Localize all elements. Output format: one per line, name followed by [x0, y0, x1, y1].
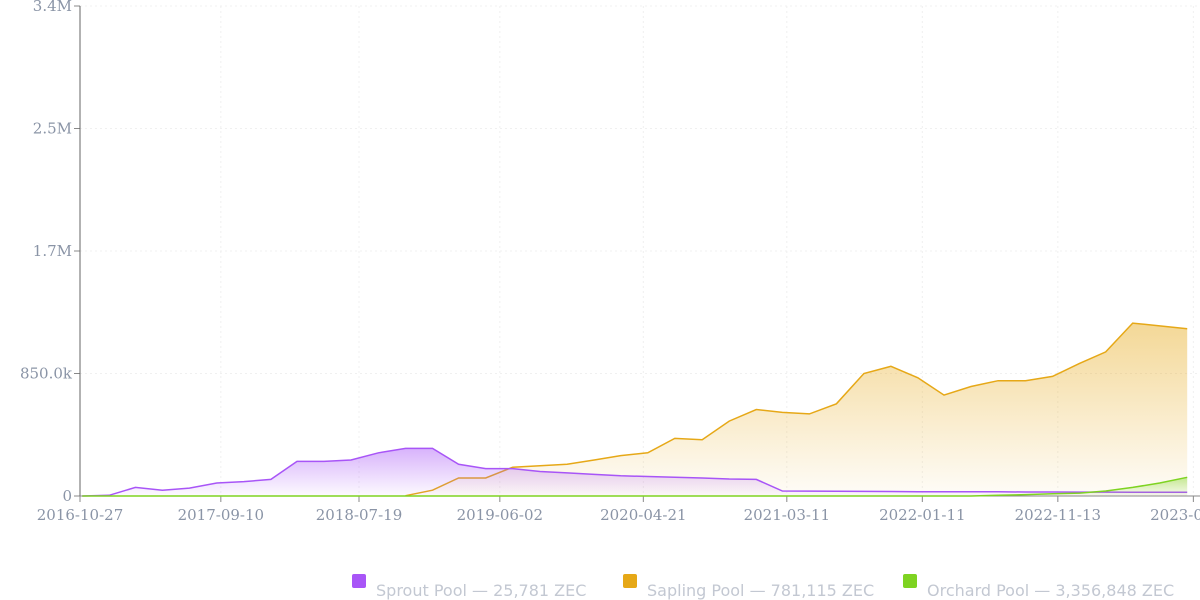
- series-line: [82, 447, 1188, 497]
- x-tick-label: 2023-09-15: [1150, 506, 1200, 524]
- y-tick-label: 0: [62, 487, 72, 505]
- legend-label: Sapling Pool — 781,115 ZEC: [647, 581, 874, 600]
- x-tick-label: 2017-09-10: [178, 506, 264, 524]
- x-tick-label: 2021-03-11: [744, 506, 830, 524]
- x-tick-label: 2019-06-02: [457, 506, 543, 524]
- x-tick-label: 2016-10-27: [37, 506, 123, 524]
- legend-label: Orchard Pool — 3,356,848 ZEC: [927, 581, 1174, 600]
- series-line: [405, 322, 1188, 497]
- y-tick-label: 2.5M: [33, 120, 72, 138]
- legend-swatch: [352, 574, 366, 588]
- x-tick-label: 2020-04-21: [600, 506, 686, 524]
- area-fill: [405, 323, 1188, 496]
- x-tick-label: 2022-01-11: [879, 506, 965, 524]
- legend-swatch: [623, 574, 637, 588]
- y-tick-label: 1.7M: [33, 242, 72, 260]
- y-tick-label: 3.4M: [33, 0, 72, 15]
- x-tick-label: 2022-11-13: [1015, 506, 1101, 524]
- area-fill: [82, 477, 1188, 496]
- legend-swatch: [903, 574, 917, 588]
- series-line: [82, 476, 1188, 497]
- area-fill: [82, 448, 1188, 496]
- x-tick-label: 2018-07-19: [316, 506, 402, 524]
- legend-label: Sprout Pool — 25,781 ZEC: [376, 581, 586, 600]
- y-tick-label: 850.0k: [20, 365, 73, 383]
